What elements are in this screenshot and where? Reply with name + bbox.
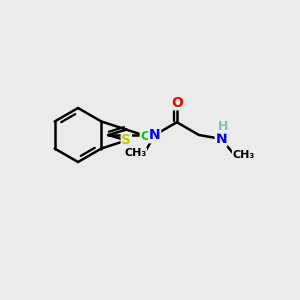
Text: CH₃: CH₃ — [232, 150, 255, 160]
Text: N: N — [149, 128, 160, 142]
Text: Cl: Cl — [140, 130, 154, 143]
Text: N: N — [215, 132, 227, 146]
Text: H: H — [218, 120, 229, 133]
Text: O: O — [171, 96, 183, 110]
Text: S: S — [121, 134, 131, 147]
Text: CH₃: CH₃ — [124, 148, 146, 158]
